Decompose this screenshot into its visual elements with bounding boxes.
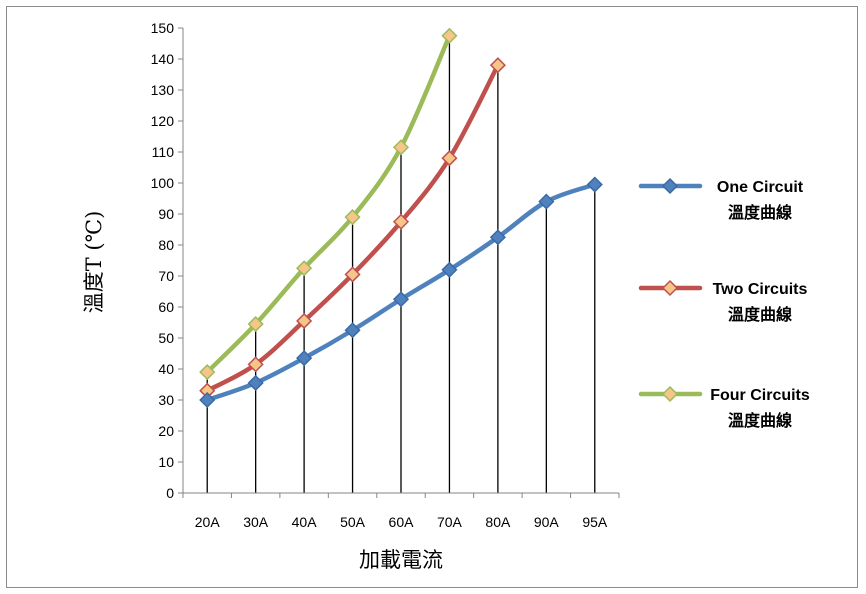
series-markers xyxy=(199,27,603,409)
legend-sublabel-one-circuit: 溫度曲線 xyxy=(728,203,792,222)
legend-sublabel-four-circuits: 溫度曲線 xyxy=(728,411,792,430)
x-tick-label: 60A xyxy=(389,514,415,530)
data-point-one-circuit-40A xyxy=(296,350,313,367)
data-point-two-circuits-50A xyxy=(344,266,361,283)
x-tick-label: 95A xyxy=(582,514,608,530)
x-tick-label: 30A xyxy=(243,514,269,530)
y-tick-label: 150 xyxy=(151,20,175,36)
y-tick-label: 100 xyxy=(151,175,175,191)
data-point-one-circuit-30A xyxy=(247,374,264,392)
data-point-one-circuit-90A xyxy=(538,193,555,210)
data-point-four-circuits-50A xyxy=(344,209,361,226)
legend-marker-four-circuits xyxy=(661,385,679,403)
y-tick-label: 80 xyxy=(158,237,174,253)
data-point-four-circuits-40A xyxy=(296,260,313,277)
data-point-four-circuits-70A xyxy=(441,27,458,44)
data-point-four-circuits-60A xyxy=(392,139,410,156)
data-point-two-circuits-40A xyxy=(296,312,313,330)
legend-label-two-circuits: Two Circuits xyxy=(713,281,808,298)
data-point-two-circuits-60A xyxy=(392,213,410,230)
x-tick-label: 40A xyxy=(292,514,318,530)
legend-sublabel-two-circuits: 溫度曲線 xyxy=(728,305,792,324)
x-axis: 20A 30A 40A 50A 60A 70A 80A 90A 95A xyxy=(182,492,620,530)
data-point-two-circuits-70A xyxy=(441,150,458,167)
drop-lines xyxy=(206,35,596,493)
y-tick-label: 60 xyxy=(158,299,174,315)
data-point-two-circuits-30A xyxy=(247,356,264,373)
y-tick-label: 0 xyxy=(166,485,174,501)
x-tick-label: 50A xyxy=(340,514,366,530)
data-point-one-circuit-50A xyxy=(344,322,361,339)
x-tick-label: 80A xyxy=(485,514,511,530)
legend-label-four-circuits: Four Circuits xyxy=(710,387,810,404)
data-point-one-circuit-80A xyxy=(489,229,506,246)
x-tick-label: 20A xyxy=(195,514,221,530)
y-tick-label: 90 xyxy=(158,206,174,222)
legend-label-one-circuit: One Circuit xyxy=(717,179,804,196)
data-point-one-circuit-20A xyxy=(199,391,216,409)
data-point-one-circuit-70A xyxy=(441,261,458,278)
data-point-four-circuits-20A xyxy=(199,364,216,381)
y-tick-label: 50 xyxy=(158,330,174,346)
x-tick-label: 70A xyxy=(437,514,463,530)
y-tick-label: 20 xyxy=(158,423,174,439)
y-tick-label: 120 xyxy=(151,113,175,129)
y-tick-label: 70 xyxy=(158,268,174,284)
x-tick-label: 90A xyxy=(534,514,560,530)
data-point-one-circuit-60A xyxy=(392,291,410,308)
y-tick-label: 40 xyxy=(158,361,174,377)
y-axis: 0 10 20 30 40 50 60 70 80 90 100 110 120 130 140 150 xyxy=(151,20,184,501)
legend: One Circuit 溫度曲線 Two Circuits 溫度曲線 Four Circ… xyxy=(638,177,810,430)
y-tick-label: 10 xyxy=(158,454,174,470)
legend-marker-two-circuits xyxy=(661,279,679,297)
x-axis-title: 加載電流 xyxy=(359,548,443,572)
data-point-one-circuit-95A xyxy=(586,176,603,193)
data-point-four-circuits-30A xyxy=(247,315,264,333)
y-axis-title: 溫度T (℃) xyxy=(82,211,106,314)
y-tick-label: 130 xyxy=(151,82,175,98)
y-tick-label: 140 xyxy=(151,51,175,67)
y-tick-label: 30 xyxy=(158,392,174,408)
chart-frame xyxy=(6,6,858,588)
data-point-two-circuits-80A xyxy=(489,57,506,74)
y-tick-label: 110 xyxy=(152,144,175,160)
legend-marker-one-circuit xyxy=(661,177,679,195)
